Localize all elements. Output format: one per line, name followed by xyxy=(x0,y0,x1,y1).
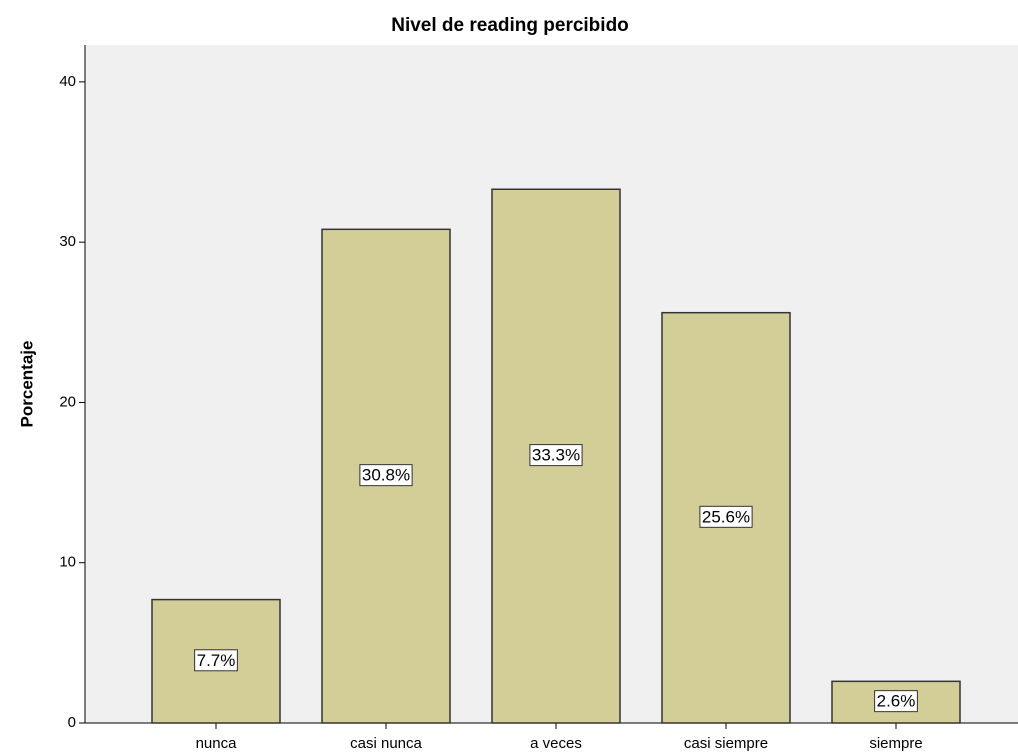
value-label: 2.6% xyxy=(877,692,916,711)
chart-title: Nivel de reading percibido xyxy=(391,15,629,36)
value-label-box xyxy=(194,649,238,672)
y-tick-label: 0 xyxy=(68,714,76,731)
value-label-box xyxy=(359,464,413,487)
x-tick-label: siempre xyxy=(869,735,922,752)
value-label: 25.6% xyxy=(702,507,750,526)
value-label: 33.3% xyxy=(532,446,580,465)
value-label: 30.8% xyxy=(362,466,410,485)
value-label-box xyxy=(874,690,918,713)
x-tick-label: nunca xyxy=(196,735,238,752)
x-tick-label: casi nunca xyxy=(350,735,422,752)
y-tick-label: 20 xyxy=(59,393,76,410)
x-tick-label: casi siempre xyxy=(684,735,768,752)
value-label-box xyxy=(529,444,583,467)
y-tick-label: 30 xyxy=(59,233,76,250)
value-label: 7.7% xyxy=(197,651,236,670)
y-tick-label: 40 xyxy=(59,73,76,90)
y-axis-label: Porcentaje xyxy=(17,341,36,428)
value-label-box xyxy=(699,505,753,528)
x-tick-label: a veces xyxy=(530,735,582,752)
y-tick-label: 10 xyxy=(59,554,76,571)
